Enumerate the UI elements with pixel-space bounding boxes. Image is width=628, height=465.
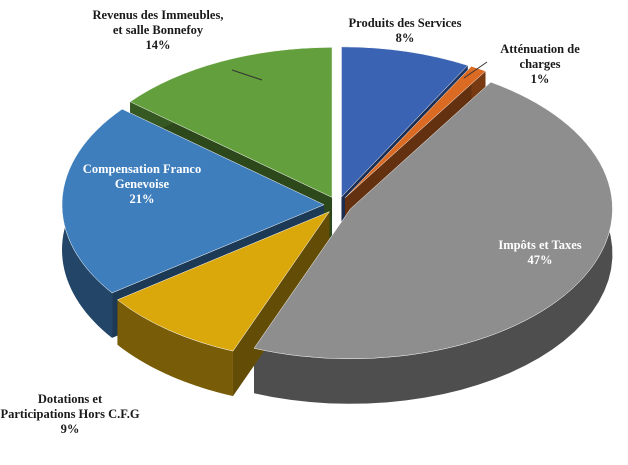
slice — [253, 81, 613, 360]
value-label: 14% — [145, 38, 171, 52]
value-label: 9% — [60, 422, 80, 436]
value-label: 21% — [129, 192, 155, 206]
slice — [61, 108, 325, 294]
value-label: 47% — [527, 253, 553, 267]
category-label: Compensation Franco Genevoise — [82, 162, 202, 191]
value-label: 8% — [395, 31, 415, 45]
slice — [341, 46, 469, 198]
slice-label: Atténuation de charges 1% — [485, 42, 595, 87]
slice — [116, 211, 331, 352]
category-label: Revenus des Immeubles, et salle Bonnefoy — [92, 8, 224, 37]
slice-side — [117, 299, 233, 397]
slice-label: Impôts et Taxes 47% — [485, 238, 595, 268]
category-label: Produits des Services — [348, 16, 462, 30]
category-label: Atténuation de charges — [500, 42, 580, 71]
slice-side — [254, 82, 613, 404]
category-label: Impôts et Taxes — [498, 238, 582, 252]
slice — [344, 66, 486, 198]
slice-label: Produits des Services 8% — [335, 16, 475, 46]
leader-line — [231, 69, 263, 81]
leader-line — [463, 61, 488, 79]
slice-label: Revenus des Immeubles, et salle Bonnefoy… — [88, 8, 228, 53]
value-label: 1% — [530, 72, 550, 86]
category-label: Dotations et Participations Hors C.F.G — [0, 392, 140, 421]
slice — [129, 47, 333, 198]
slice-label: Compensation Franco Genevoise 21% — [72, 162, 212, 207]
slice-tops — [61, 46, 613, 360]
slice-label: Dotations et Participations Hors C.F.G 9% — [0, 392, 140, 437]
